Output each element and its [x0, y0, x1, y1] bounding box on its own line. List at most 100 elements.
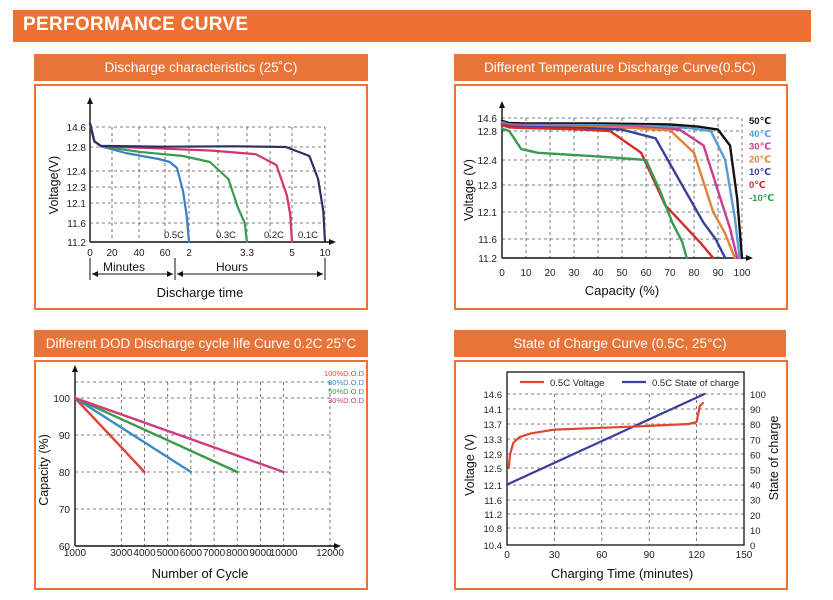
chart-2-series-line — [500, 121, 741, 260]
chart-1-series-line — [88, 122, 294, 244]
chart-2-x-tick-label: 70 — [664, 268, 676, 279]
chart-1-x-axis-arrow — [329, 239, 336, 245]
chart-3-y-tick-label: 70 — [59, 505, 71, 516]
chart-3-y-tick-label: 80 — [59, 468, 71, 479]
chart-3-y-axis-label: Capacity (%) — [37, 434, 51, 506]
chart-1-y-tick-label: 12.3 — [67, 183, 87, 194]
chart-4-x-tick-label: 90 — [644, 550, 656, 561]
chart-4-x-tick-label: 30 — [549, 550, 561, 561]
chart-2-legend-item: -10℃ — [749, 193, 774, 204]
chart-1-y-axis-label: Voltage(V) — [47, 156, 61, 214]
chart-4-y-right-tick-label: 50 — [750, 466, 761, 477]
chart-1-y-tick-label: 11.6 — [67, 219, 86, 230]
chart-4-y-right-tick-label: 10 — [750, 526, 761, 537]
chart-4-y-right-tick-label: 0 — [750, 541, 755, 552]
chart-1-bracket-arrow — [317, 271, 323, 277]
chart-2-y-tick-label: 12.1 — [478, 208, 498, 219]
chart-1-bracket-arrow — [92, 271, 98, 277]
chart-4-y-tick-label: 11.6 — [484, 496, 502, 507]
chart-2-series-line — [500, 127, 688, 260]
chart-3-y-tick-label: 100 — [53, 394, 70, 405]
chart-1-series-label: 0.2C — [264, 230, 284, 241]
chart-4-frame — [506, 371, 745, 546]
page-title: PERFORMANCE CURVE — [23, 14, 249, 35]
chart-1-title: Discharge characteristics (25˚C) — [34, 54, 368, 81]
chart-4-y-right-tick-label: 70 — [750, 435, 761, 446]
chart-3-x-tick-label: 4000 — [133, 548, 156, 559]
chart-4-y-right-tick-label: 20 — [750, 511, 761, 522]
chart-2-y-axis-label: Voltage (V) — [462, 159, 476, 221]
chart-1-section-label: Hours — [216, 260, 248, 274]
chart-1-y-tick-label: 11.2 — [67, 238, 86, 249]
chart-2-x-tick-label: 100 — [734, 268, 751, 279]
chart-2-x-axis-arrow — [746, 255, 753, 261]
chart-2-legend-item: 30℃ — [749, 142, 771, 153]
chart-1-y-tick-label: 12.1 — [67, 199, 87, 210]
chart-4-series-line — [505, 392, 706, 486]
chart-3-x-tick-label: 9000 — [249, 548, 272, 559]
chart-2-x-tick-label: 20 — [544, 268, 556, 279]
chart-1-x-tick-label: 5 — [289, 248, 295, 259]
chart-2-x-tick-label: 10 — [520, 268, 532, 279]
chart-3-x-tick-label: 3000 — [110, 548, 133, 559]
chart-3-series-line — [73, 396, 285, 474]
chart-3-x-tick-label: 12000 — [316, 548, 344, 559]
chart-2-y-tick-label: 12.4 — [478, 156, 498, 167]
chart-2-x-tick-label: 50 — [616, 268, 628, 279]
chart-2-legend-item: 0℃ — [749, 180, 766, 191]
chart-1-x-tick-label: 20 — [106, 248, 118, 259]
chart-2-x-tick-label: 60 — [640, 268, 652, 279]
chart-4-y-axis-label: Voltage (V) — [463, 434, 477, 496]
chart-3-legend-item: 50%D.O.D — [328, 387, 364, 396]
chart-2-x-axis-label: Capacity (%) — [585, 283, 659, 298]
chart-1-series-line — [88, 122, 191, 244]
chart-2-series-line — [500, 123, 715, 260]
chart-2-legend-item: 50℃ — [749, 116, 771, 127]
chart-2-series-line — [500, 123, 727, 260]
chart-1-section-label: Minutes — [103, 260, 145, 274]
chart-3-legend-item: 100%D.O.D — [324, 369, 365, 378]
chart-2-series-line — [500, 119, 744, 260]
chart-1-bracket-arrow — [167, 271, 173, 277]
chart-2-legend-item: 20℃ — [749, 154, 771, 165]
chart-2-legend-item: 40℃ — [749, 129, 771, 140]
chart-3-series-line — [73, 396, 193, 474]
chart-4-y-tick-label: 14.1 — [484, 405, 503, 416]
chart-1-y-axis-arrow — [87, 97, 93, 104]
chart-2-y-tick-label: 12.3 — [478, 181, 498, 192]
chart-4-series-line — [507, 401, 705, 470]
chart-4-y-tick-label: 13.7 — [484, 420, 503, 431]
chart-4-y-right-tick-label: 80 — [750, 420, 761, 431]
chart-3-y-axis-arrow — [72, 365, 78, 372]
chart-4-x-tick-label: 0 — [504, 550, 510, 561]
chart-2-legend-item: 10℃ — [749, 167, 771, 178]
chart-3-legend-item: 30%D.O.D — [328, 396, 364, 405]
chart-3-x-tick-label: 8000 — [226, 548, 249, 559]
chart-2-y-tick-label: 14.6 — [478, 114, 498, 125]
chart-4-panel — [454, 360, 788, 590]
chart-4-y-right-tick-label: 90 — [750, 405, 761, 416]
chart-1-x-tick-label: 2 — [186, 248, 192, 259]
chart-3-legend-item: 80%D.O.D — [328, 378, 364, 387]
chart-1-series-label: 0.5C — [164, 230, 184, 241]
chart-4-y-tick-label: 12.1 — [484, 481, 503, 492]
chart-2-x-tick-label: 80 — [688, 268, 700, 279]
chart-3-x-tick-label: 7000 — [203, 548, 226, 559]
chart-1-x-tick-label: 60 — [159, 248, 171, 259]
chart-1-series-label: 0.1C — [298, 230, 318, 241]
chart-4-x-tick-label: 150 — [736, 550, 753, 561]
chart-4-y-tick-label: 13.3 — [484, 435, 503, 446]
chart-4-y-tick-label: 11.2 — [484, 510, 502, 521]
chart-4-y-right-tick-label: 60 — [750, 450, 761, 461]
chart-4-legend-item: 0.5C State of charge — [652, 378, 739, 389]
chart-1-bracket-arrow — [177, 271, 183, 277]
chart-3-x-tick-label: 6000 — [180, 548, 203, 559]
chart-4-legend-item: 0.5C Voltage — [550, 378, 604, 389]
chart-4-y-right-tick-label: 100 — [750, 390, 766, 401]
chart-2-title: Different Temperature Discharge Curve(0.… — [454, 54, 786, 81]
chart-2-x-tick-label: 90 — [712, 268, 724, 279]
chart-4-y-tick-label: 12.5 — [484, 464, 503, 475]
chart-1-y-tick-label: 12.4 — [67, 167, 87, 178]
chart-3-x-tick-label: 1000 — [64, 548, 87, 559]
